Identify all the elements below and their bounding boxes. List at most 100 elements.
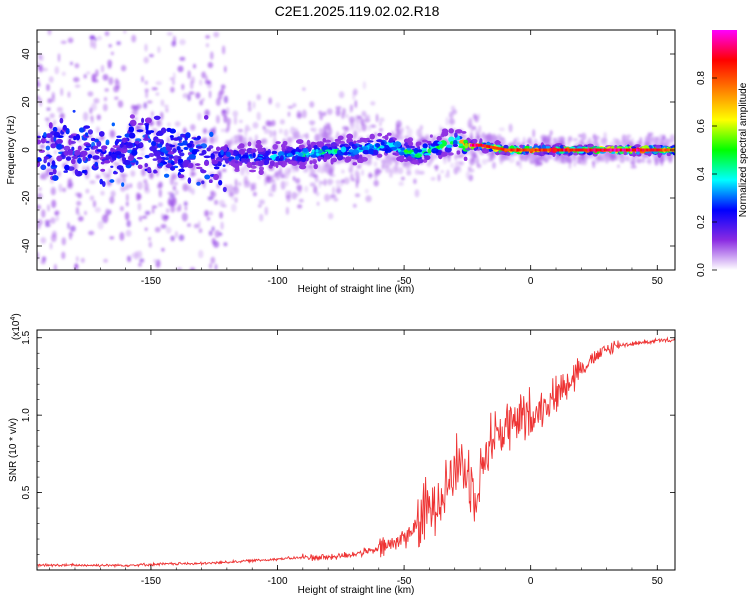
spectrogram-ridge-cell: [508, 148, 511, 152]
spectrogram-noise-cell: [247, 127, 252, 131]
spectrogram-band-cell: [313, 160, 317, 164]
spectrogram-band-cell: [66, 128, 70, 134]
snr-y-ticks: 0.5 1.0 1.5: [21, 330, 675, 555]
spectrogram-noise-cell: [97, 220, 104, 230]
spectrogram-noise-cell: [54, 66, 60, 75]
spectrogram-band-cell: [116, 165, 124, 170]
spectrogram-band-cell: [555, 143, 563, 146]
spectrogram-band-cell: [412, 159, 419, 165]
spectrogram-ridge-cell: [629, 148, 633, 152]
spectrogram-ridge-cell: [605, 148, 608, 152]
spectrogram-band-cell: [235, 166, 240, 171]
spectrogram-ridge-cell: [650, 148, 653, 152]
spectrogram-band-cell: [396, 156, 403, 162]
spectrogram-noise-cell: [148, 237, 151, 241]
spectrogram-noise-cell: [448, 111, 454, 119]
spectrogram-noise-cell: [47, 204, 50, 212]
spectrogram-band-cell: [456, 150, 461, 155]
spectrogram-noise-cell: [295, 133, 300, 139]
spectrogram-band-cell: [324, 149, 332, 152]
spectrogram-noise-cell: [90, 102, 97, 111]
spectrogram-noise-cell: [144, 43, 148, 52]
spectrogram-noise-cell: [263, 128, 270, 134]
spectrogram-band-cell: [169, 155, 174, 159]
spectrogram-noise-cell: [201, 98, 205, 102]
spectrogram-band-cell: [170, 161, 174, 166]
spectrogram-noise-cell: [178, 203, 182, 212]
spectrogram-noise-cell: [67, 222, 70, 230]
colorbar-label: Normalized spectral amplitude: [738, 82, 749, 217]
spectrogram-noise-cell: [568, 161, 572, 169]
spectrogram-noise-cell: [526, 140, 531, 144]
y-tick-label: 1.0: [21, 408, 32, 422]
spectrogram-noise-cell: [134, 251, 139, 260]
spectrogram-noise-cell: [335, 179, 342, 185]
spectrogram-noise-cell: [96, 126, 100, 133]
spectrogram-band-cell: [197, 135, 201, 140]
y-tick-label: 40: [21, 48, 32, 60]
spectrogram-noise-cell: [549, 130, 553, 136]
spectrogram-noise-cell: [303, 168, 309, 173]
spectrogram-noise-cell: [49, 113, 55, 119]
spectrogram-ridge-cell: [581, 148, 584, 152]
spectrogram-band-cell: [210, 153, 215, 160]
spectrogram-noise-cell: [476, 163, 482, 169]
spectrogram-band-cell: [299, 164, 307, 170]
spectrogram-noise-cell: [84, 210, 87, 216]
spectrogram-band-cell: [119, 143, 124, 148]
spectrogram-noise-cell: [187, 94, 191, 101]
spectrogram-noise-cell: [207, 62, 214, 69]
spectrogram-noise-cell: [60, 87, 64, 97]
spectrogram-noise-cell: [142, 215, 148, 219]
spectrogram-noise-cell: [204, 109, 210, 117]
spectrogram-band-cell: [388, 138, 394, 143]
spectrogram-band-cell: [68, 135, 75, 139]
spectrogram-noise-cell: [641, 154, 648, 159]
spectrogram-noise-cell: [214, 230, 220, 238]
spectrogram-noise-cell: [37, 95, 40, 101]
spectrogram-noise-cell: [354, 193, 361, 198]
spectrogram-noise-cell: [224, 65, 227, 73]
spectrogram-noise-cell: [115, 85, 121, 90]
spectrogram-band-cell: [380, 141, 385, 146]
x-tick-label: 0: [528, 276, 534, 287]
spectrogram-band-cell: [170, 166, 176, 171]
spectrogram-noise-cell: [39, 144, 45, 149]
spectrogram-ridge-cell: [595, 148, 598, 152]
y-tick-label: 0.5: [21, 485, 32, 499]
spectrogram-noise-cell: [131, 34, 137, 43]
spectrogram-noise-cell: [302, 134, 307, 138]
spectrogram-band-cell: [655, 144, 662, 149]
spectrogram-band-cell: [177, 156, 182, 159]
spectrogram-ridge-cell: [542, 148, 545, 152]
spectrogram-band-cell: [144, 154, 150, 159]
spectrogram-band-cell: [92, 155, 100, 160]
spectrogram-noise-cell: [138, 215, 143, 222]
spectrogram-noise-cell: [221, 109, 227, 117]
spectrogram-noise-cell: [92, 79, 99, 83]
spectrogram-band-cell: [247, 141, 252, 147]
spectrogram-band-cell: [392, 152, 397, 156]
spectrogram-noise-cell: [110, 197, 114, 203]
spectrogram-ridge-cell: [656, 148, 659, 152]
spectrogram-noise-cell: [248, 100, 251, 108]
spectrogram-band-cell: [424, 155, 431, 161]
spectrogram-noise-cell: [120, 65, 127, 72]
spectrogram-band-cell: [108, 151, 112, 156]
spectrogram-noise-cell: [405, 125, 410, 129]
spectrogram-noise-cell: [38, 64, 44, 73]
spectrogram-noise-cell: [220, 128, 226, 133]
spectrogram-noise-cell: [80, 144, 85, 149]
spectrogram-noise-cell: [165, 107, 169, 113]
spectrogram-noise-cell: [57, 171, 61, 177]
spectrogram-noise-cell: [338, 91, 345, 99]
spectrogram-noise-cell: [332, 186, 335, 195]
spectrogram-band-cell: [99, 131, 105, 137]
spectrogram-band-cell: [188, 162, 194, 168]
spectrogram-band-cell: [64, 164, 70, 171]
spectrogram-band-cell: [102, 148, 106, 152]
spectrogram-noise-cell: [251, 182, 257, 187]
spectrogram-noise-cell: [202, 137, 207, 144]
spectrogram-noise-cell: [374, 168, 381, 176]
spectrogram-x-ticks: -150 -100 -50 0 50: [49, 30, 663, 287]
